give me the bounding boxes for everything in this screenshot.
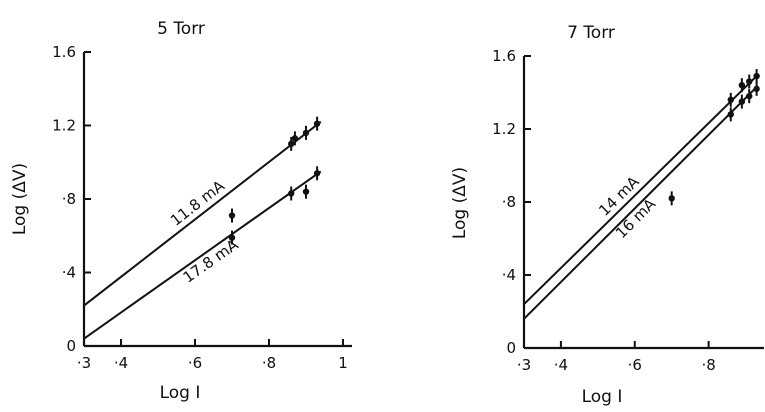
- data-point: [746, 92, 753, 100]
- y-axis-label: Log (ΔV): [10, 163, 30, 235]
- x-tick-label: ·3: [77, 354, 91, 372]
- data-point: [668, 195, 675, 202]
- x-tick-label: ·6: [188, 354, 202, 372]
- data-point: [727, 96, 734, 104]
- y-tick-label: 0: [66, 337, 76, 355]
- data-point: [228, 234, 236, 241]
- y-axis-label: Log (ΔV): [450, 167, 470, 239]
- fit-line-16-mA: [523, 86, 758, 320]
- y-tick-label: ·4: [62, 264, 76, 282]
- x-axis-label: Log I: [582, 387, 623, 407]
- data-point: [313, 170, 321, 177]
- fit-line-17.8-mA: [83, 170, 322, 340]
- fit-line-11.8-mA: [83, 121, 322, 307]
- data-point: [753, 72, 760, 80]
- data-point: [291, 135, 299, 142]
- y-tick-label: 1.6: [492, 47, 516, 65]
- data-point: [727, 111, 734, 118]
- data-point: [302, 129, 310, 137]
- y-tick-label: 1.6: [52, 43, 76, 61]
- x-tick-label: ·4: [114, 354, 128, 372]
- data-point: [228, 212, 236, 219]
- data-point: [302, 188, 310, 195]
- x-tick-label: ·8: [701, 356, 715, 374]
- x-tick-label: ·8: [262, 354, 276, 372]
- data-point: [738, 82, 746, 89]
- data-point: [746, 78, 753, 85]
- chart-panel-5-torr: 5 Torr Log I Log (ΔV) 0 ·4 ·8 1.2 1.6 ·3 ·4 ·6 ·…: [10, 19, 352, 403]
- fit-line-14-mA: [523, 75, 758, 305]
- data-point: [753, 85, 760, 93]
- y-tick-label: 1.2: [52, 117, 76, 135]
- series-label: 11.8 mA: [167, 176, 228, 229]
- axis-ticks: 0 ·4 ·8 1.2 1.6 ·3 ·4 ·6 ·8: [492, 47, 764, 374]
- chart-panel-7-torr: 7 Torr Log I Log (ΔV) 0 ·4 ·8 1.2 1.6 ·3 ·4 ·6 ·…: [450, 23, 764, 407]
- axis-ticks: 0 ·4 ·8 1.2 1.6 ·3 ·4 ·6 ·8 1: [52, 43, 352, 372]
- x-axis-label: Log I: [160, 383, 201, 403]
- y-tick-label: ·4: [502, 266, 516, 284]
- y-tick-label: ·8: [502, 193, 516, 211]
- panel-title: 7 Torr: [567, 23, 615, 43]
- x-tick-label: ·4: [554, 356, 568, 374]
- data-point: [313, 120, 321, 127]
- x-tick-label: ·3: [517, 356, 531, 374]
- x-tick-label: 1: [338, 354, 348, 372]
- plot-marks: 11.8 mA 17.8 mA: [83, 116, 322, 340]
- series-label: 17.8 mA: [180, 235, 242, 286]
- x-tick-label: ·6: [628, 356, 642, 374]
- y-tick-label: ·8: [62, 190, 76, 208]
- panel-title: 5 Torr: [157, 19, 205, 39]
- y-tick-label: 0: [506, 339, 516, 357]
- data-point: [738, 98, 746, 105]
- data-point: [288, 190, 295, 197]
- data-point: [288, 140, 295, 148]
- y-tick-label: 1.2: [492, 120, 516, 138]
